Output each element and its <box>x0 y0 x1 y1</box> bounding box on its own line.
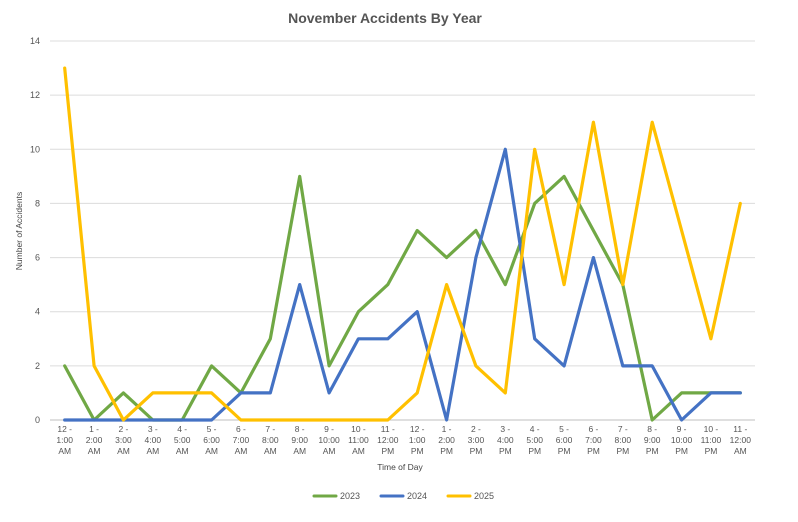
x-tick-label: 1 -2:00 PM <box>438 424 455 456</box>
series-line-2025 <box>63 66 742 422</box>
x-tick-label: 9 -10:00 AM <box>318 424 340 456</box>
y-tick-label: 14 <box>30 36 40 46</box>
y-tick-label: 10 <box>30 144 40 154</box>
x-tick-label: 3 -4:00 PM <box>497 424 514 456</box>
y-tick-label: 8 <box>35 198 40 208</box>
x-tick-label: 10 -11:00 PM <box>701 424 722 456</box>
x-tick-label: 12 -1:00 PM <box>409 424 426 456</box>
y-tick-label: 12 <box>30 90 40 100</box>
x-tick-label: 1 -2:00 AM <box>86 424 103 456</box>
x-axis-ticks: 12 -1:00 AM 1 -2:00 AM 2 -3:00 AM 3 -4:00 AM 4 -… <box>56 424 751 456</box>
legend-label-2023: 2023 <box>340 491 360 501</box>
series-line-2024 <box>63 147 742 422</box>
x-tick-label: 4 -5:00 PM <box>526 424 543 456</box>
series-line-2023 <box>63 174 742 422</box>
y-tick-label: 4 <box>35 307 40 317</box>
x-tick-label: 2 -3:00 PM <box>468 424 485 456</box>
x-tick-label: 11 -12:00 PM <box>377 424 399 456</box>
x-tick-label: 10 -11:00 AM <box>348 424 369 456</box>
y-tick-label: 6 <box>35 253 40 263</box>
chart-title: November Accidents By Year <box>288 10 482 26</box>
x-tick-label: 5 -6:00 PM <box>556 424 573 456</box>
x-tick-label: 6 -7:00 AM <box>233 424 250 456</box>
y-tick-label: 2 <box>35 361 40 371</box>
series-lines <box>63 66 742 422</box>
grid <box>50 40 755 421</box>
x-tick-label: 8 -9:00 PM <box>644 424 661 456</box>
y-tick-label: 0 <box>35 415 40 425</box>
x-tick-label: 4 -5:00 AM <box>174 424 191 456</box>
x-axis-title: Time of Day <box>377 462 423 472</box>
x-tick-label: 7 -8:00 PM <box>615 424 632 456</box>
legend: 2023 2024 2025 <box>312 491 494 501</box>
x-tick-label: 9 -10:00 PM <box>671 424 693 456</box>
y-axis-title: Number of Accidents <box>14 192 24 270</box>
y-axis-ticks: 0 2 4 6 8 10 12 14 <box>30 36 40 425</box>
x-tick-label: 7 -8:00 AM <box>262 424 279 456</box>
x-tick-label: 3 -4:00 AM <box>145 424 162 456</box>
legend-label-2025: 2025 <box>474 491 494 501</box>
x-tick-label: 2 -3:00 AM <box>115 424 132 456</box>
x-tick-label: 12 -1:00 AM <box>56 424 73 456</box>
x-tick-label: 11 -12:00 AM <box>730 424 752 456</box>
x-tick-label: 8 -9:00 AM <box>291 424 308 456</box>
x-tick-label: 5 -6:00 AM <box>203 424 220 456</box>
x-tick-label: 6 -7:00 PM <box>585 424 602 456</box>
legend-label-2024: 2024 <box>407 491 427 501</box>
